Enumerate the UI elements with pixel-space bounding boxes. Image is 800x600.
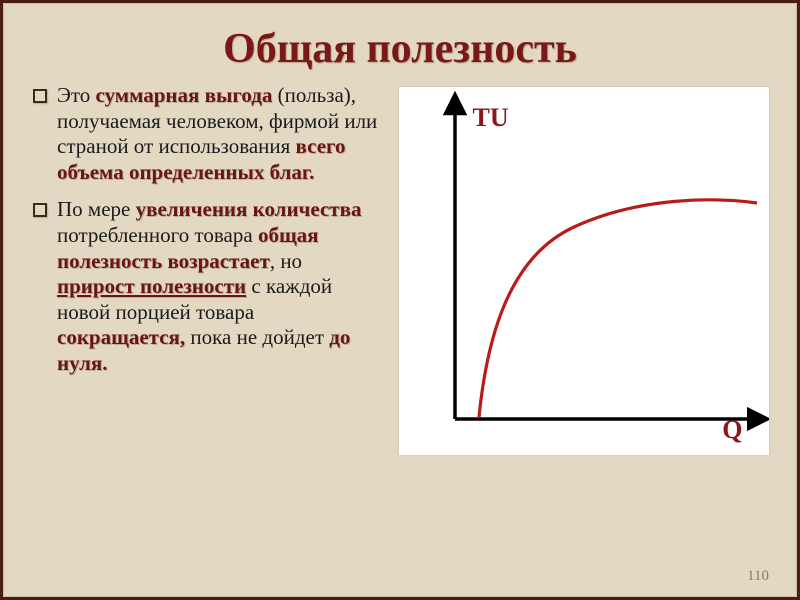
slide: Общая полезность Это суммарная выгода (п… (0, 0, 800, 600)
x-axis-label: Q (722, 415, 742, 445)
chart-svg (399, 87, 769, 455)
tu-curve (479, 200, 757, 417)
bullet-marker-icon (33, 203, 47, 217)
bullet-marker-icon (33, 89, 47, 103)
bullet-item: По мере увеличения количества потребленн… (33, 197, 378, 376)
chart-column: TU Q (392, 83, 775, 455)
bullet-item: Это суммарная выгода (польза), получаема… (33, 83, 378, 185)
slide-title: Общая полезность (3, 3, 797, 83)
content-area: Это суммарная выгода (польза), получаема… (3, 83, 797, 455)
bullet-text: Это суммарная выгода (польза), получаема… (57, 83, 378, 185)
text-column: Это суммарная выгода (польза), получаема… (33, 83, 378, 455)
y-axis-label: TU (473, 103, 509, 133)
chart-container: TU Q (399, 87, 769, 455)
bullet-text: По мере увеличения количества потребленн… (57, 197, 378, 376)
page-number: 110 (747, 568, 769, 585)
